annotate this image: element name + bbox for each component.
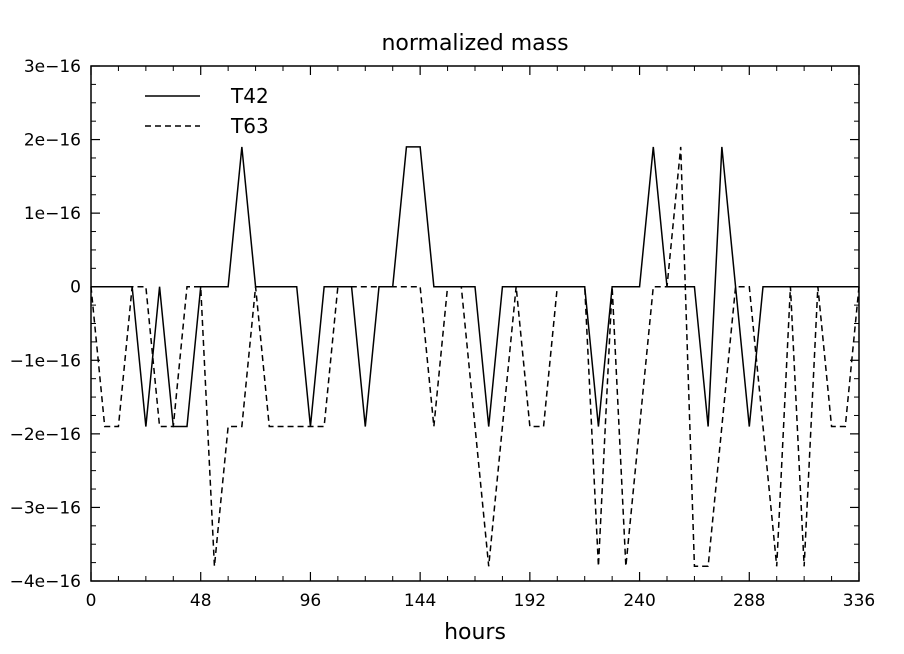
axis-ticks: 0 48 96 144 192 240 288 336 3e−16 2e−16 1e−16 0 −1e−…: [10, 57, 876, 611]
series-line-t42: [91, 146, 859, 428]
legend: T42 T63: [145, 84, 269, 138]
x-tick-label: 48: [190, 591, 212, 611]
y-tick-label: 2e−16: [24, 131, 81, 151]
y-tick-label: 3e−16: [24, 57, 81, 77]
legend-label-t42: T42: [230, 84, 269, 108]
y-tick-label: −1e−16: [10, 351, 81, 371]
x-tick-label: 288: [733, 591, 765, 611]
y-tick-label: −4e−16: [10, 572, 81, 592]
y-tick-label: 1e−16: [24, 204, 81, 224]
y-tick-label: −3e−16: [10, 498, 81, 518]
y-tick-label: −2e−16: [10, 425, 81, 445]
series-layer: [90, 146, 860, 568]
x-tick-label: 240: [623, 591, 655, 611]
x-tick-label: 144: [404, 591, 436, 611]
x-tick-label: 0: [86, 591, 97, 611]
x-tick-label: 192: [514, 591, 546, 611]
plot-frame: [90, 65, 860, 582]
x-tick-label: 96: [300, 591, 322, 611]
legend-label-t63: T63: [230, 114, 269, 138]
x-tick-label: 336: [843, 591, 875, 611]
x-axis-label: hours: [444, 620, 506, 645]
chart-title: normalized mass: [381, 31, 568, 56]
series-line-t63: [90, 146, 860, 568]
y-tick-label: 0: [70, 278, 81, 298]
